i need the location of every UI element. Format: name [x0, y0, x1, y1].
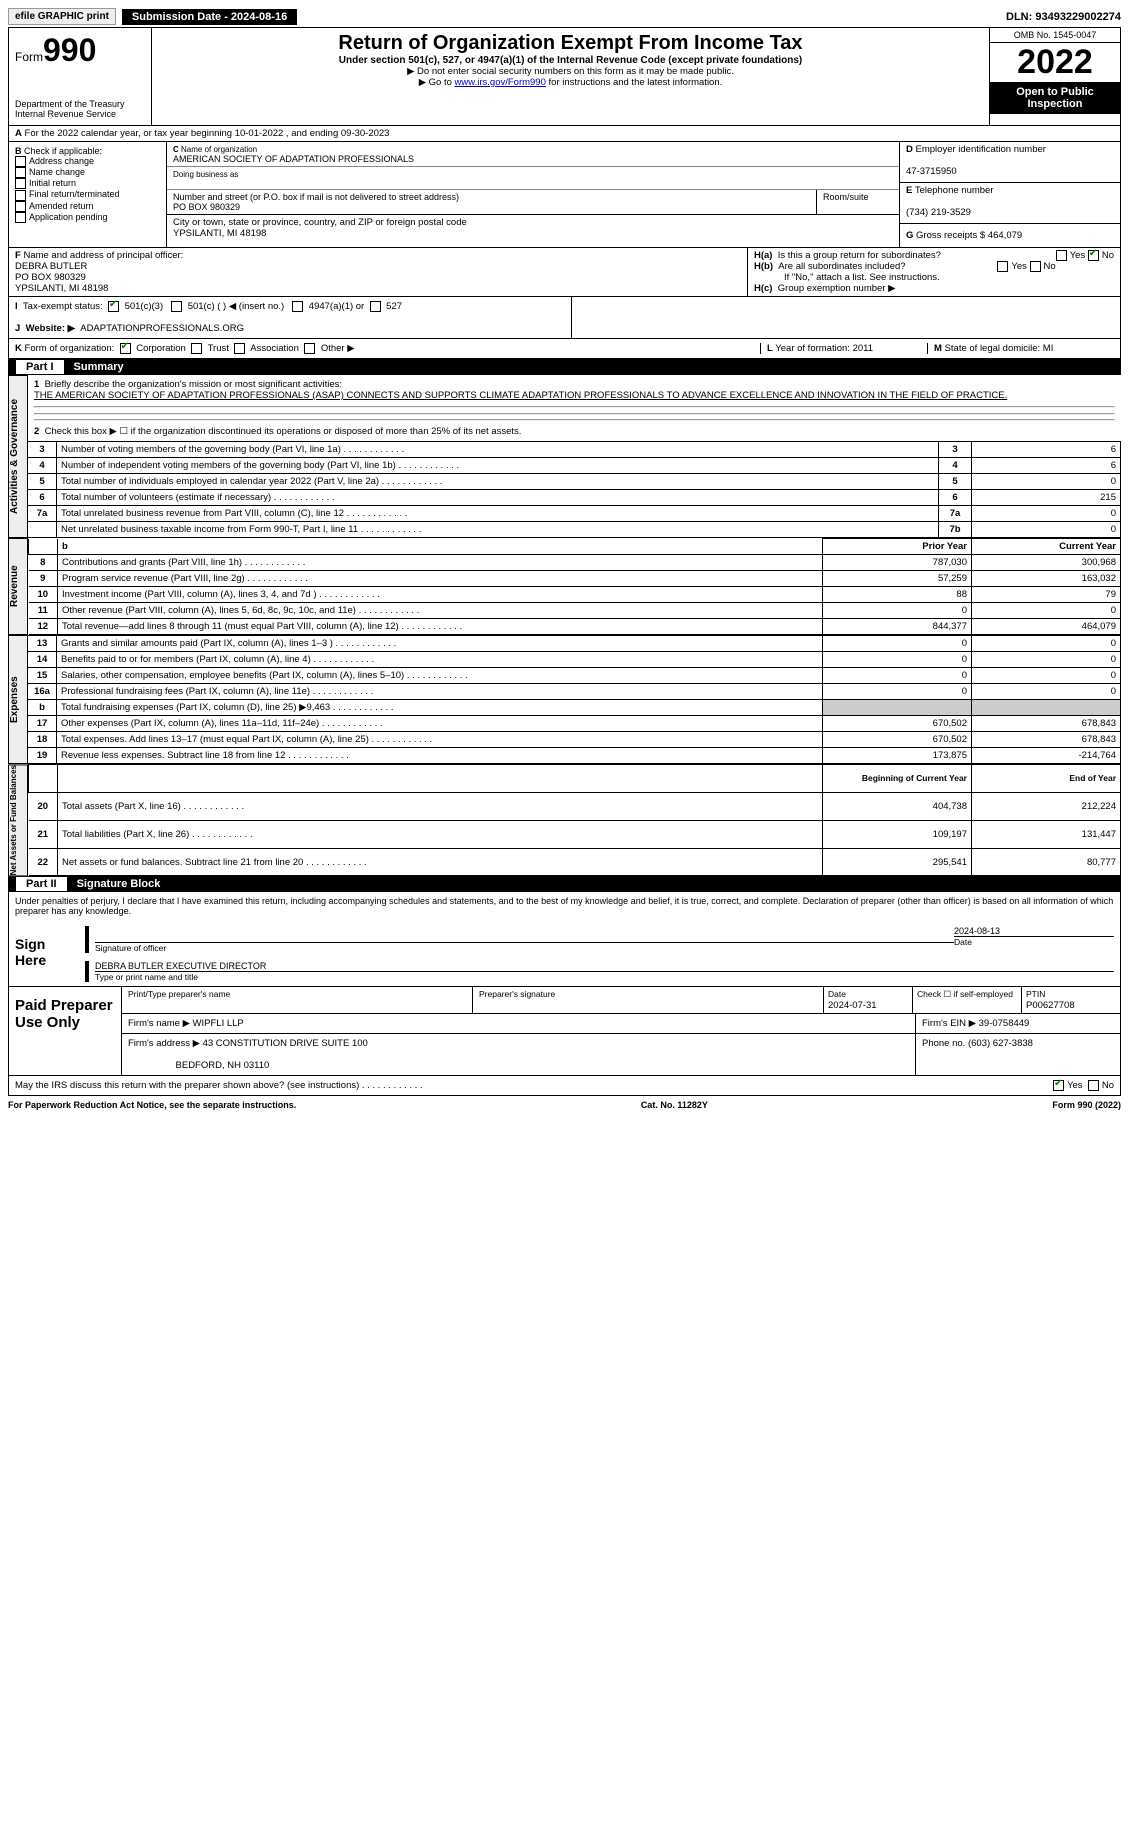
part-i-netassets: Net Assets or Fund Balances Beginning of… [8, 764, 1121, 876]
checkbox-initial-return[interactable] [15, 178, 26, 189]
street-address: PO BOX 980329 [173, 202, 240, 212]
firm-name: WIPFLI LLP [193, 1018, 244, 1029]
paid-preparer-label: Paid Preparer Use Only [9, 987, 121, 1075]
checkbox-ha-no[interactable] [1088, 250, 1099, 261]
section-a-period: A For the 2022 calendar year, or tax yea… [8, 126, 1121, 142]
public-inspection: Open to Public Inspection [990, 82, 1120, 114]
ein: 47-3715950 [906, 166, 957, 177]
section-klm: K Form of organization: Corporation Trus… [8, 339, 1121, 359]
signature-block: Under penalties of perjury, I declare th… [8, 892, 1121, 987]
city-state-zip: YPSILANTI, MI 48198 [173, 228, 266, 239]
tax-year: 2022 [990, 43, 1120, 82]
part-i-expenses: Expenses 13Grants and similar amounts pa… [8, 635, 1121, 764]
checkbox-ha-yes[interactable] [1056, 250, 1067, 261]
part-i-activities: Activities & Governance 1 Briefly descri… [8, 375, 1121, 538]
checkbox-hb-no[interactable] [1030, 261, 1041, 272]
note-link: ▶ Go to www.irs.gov/Form990 for instruct… [156, 77, 985, 88]
group-activities: Activities & Governance [8, 375, 28, 538]
instructions-link[interactable]: www.irs.gov/Form990 [455, 77, 546, 88]
page-footer: For Paperwork Reduction Act Notice, see … [8, 1096, 1121, 1110]
state-domicile: MI [1043, 343, 1054, 354]
checkbox-address-change[interactable] [15, 156, 26, 167]
sig-date: 2024-08-13 [954, 926, 1114, 937]
checkbox-4947[interactable] [292, 301, 303, 312]
paid-preparer-block: Paid Preparer Use Only Print/Type prepar… [8, 987, 1121, 1076]
top-bar: efile GRAPHIC print Submission Date - 20… [8, 8, 1121, 25]
firm-ein: 39-0758449 [979, 1018, 1030, 1029]
form-subtitle: Under section 501(c), 527, or 4947(a)(1)… [156, 55, 985, 66]
checkbox-hb-yes[interactable] [997, 261, 1008, 272]
efile-button[interactable]: efile GRAPHIC print [8, 8, 116, 25]
section-bcdeg: B Check if applicable: Address change Na… [8, 142, 1121, 248]
mission-text: THE AMERICAN SOCIETY OF ADAPTATION PROFE… [34, 390, 1007, 401]
firm-phone: (603) 627-3838 [968, 1038, 1033, 1049]
checkbox-irs-yes[interactable] [1053, 1080, 1064, 1091]
omb-number: OMB No. 1545-0047 [990, 28, 1120, 43]
org-name: AMERICAN SOCIETY OF ADAPTATION PROFESSIO… [173, 154, 414, 164]
dba-label: Doing business as [173, 170, 238, 179]
form-label: Form990 [15, 32, 145, 69]
section-ij: I Tax-exempt status: 501(c)(3) 501(c) ( … [8, 297, 1121, 339]
checkbox-527[interactable] [370, 301, 381, 312]
year-formation: 2011 [853, 343, 873, 354]
section-fh: F Name and address of principal officer:… [8, 248, 1121, 297]
may-irs-discuss: May the IRS discuss this return with the… [8, 1076, 1121, 1096]
dept-label: Department of the Treasury Internal Reve… [15, 99, 145, 119]
note-ssn: ▶ Do not enter social security numbers o… [156, 66, 985, 77]
sign-here-label: Sign Here [15, 926, 75, 968]
gross-receipts: 464,079 [988, 230, 1022, 241]
telephone: (734) 219-3529 [906, 207, 971, 218]
checkbox-final-return[interactable] [15, 190, 26, 201]
checkbox-other[interactable] [304, 343, 315, 354]
part-ii-header: Part IISignature Block [8, 876, 1121, 892]
checkbox-name-change[interactable] [15, 167, 26, 178]
checkbox-trust[interactable] [191, 343, 202, 354]
officer-typed-name: DEBRA BUTLER EXECUTIVE DIRECTOR [95, 961, 1114, 972]
dln: DLN: 93493229002274 [1006, 11, 1121, 23]
check-if-label: Check if applicable: [24, 146, 102, 156]
part-i-revenue: Revenue b Prior Year Current Year 8Contr… [8, 538, 1121, 635]
checkbox-assoc[interactable] [234, 343, 245, 354]
form-header: Form990 Department of the Treasury Inter… [8, 27, 1121, 126]
checkbox-irs-no[interactable] [1088, 1080, 1099, 1091]
checkbox-corp[interactable] [120, 343, 131, 354]
checkbox-amended[interactable] [15, 201, 26, 212]
checkbox-501c[interactable] [171, 301, 182, 312]
website: ADAPTATIONPROFESSIONALS.ORG [80, 323, 244, 334]
form-title: Return of Organization Exempt From Incom… [156, 32, 985, 55]
submission-date: Submission Date - 2024-08-16 [122, 9, 297, 25]
officer-name: DEBRA BUTLER [15, 261, 87, 272]
ptin: P00627708 [1026, 1000, 1075, 1011]
checkbox-app-pending[interactable] [15, 212, 26, 223]
checkbox-501c3[interactable] [108, 301, 119, 312]
part-i-header: Part ISummary [8, 359, 1121, 375]
